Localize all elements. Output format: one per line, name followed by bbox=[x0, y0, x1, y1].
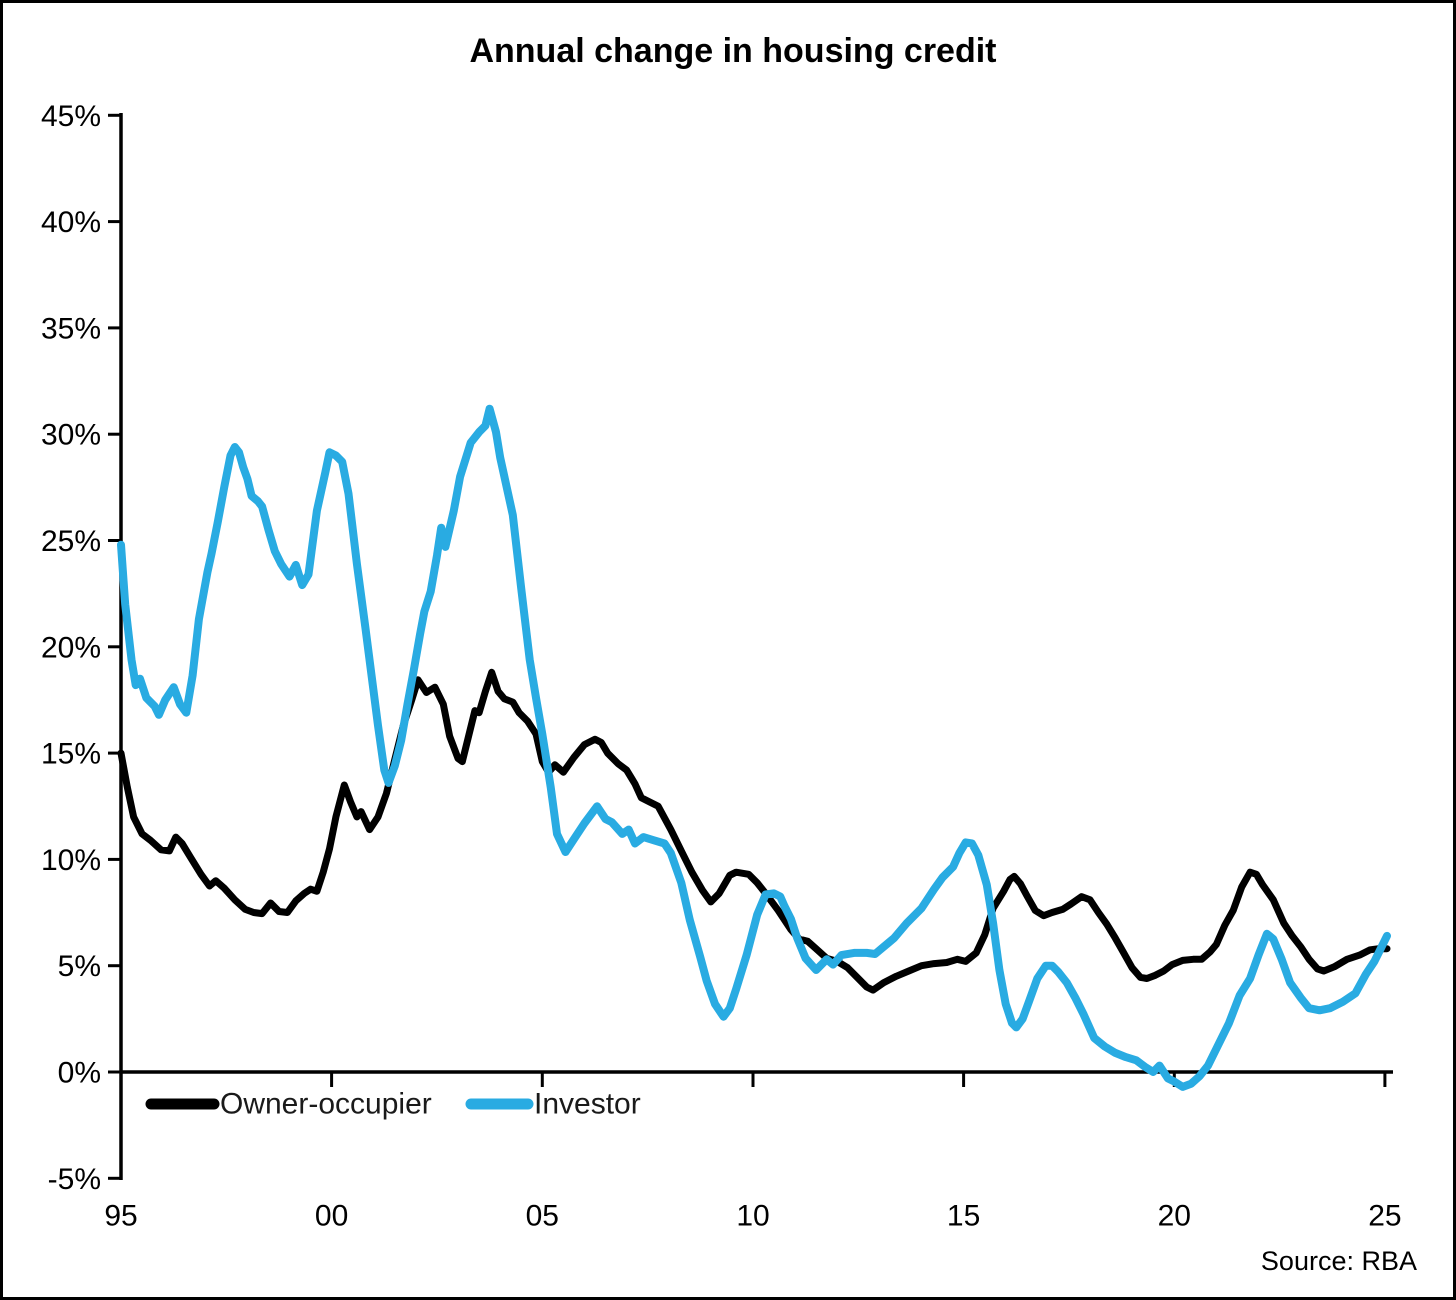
x-tick-label: 95 bbox=[104, 1200, 137, 1233]
y-tick-label: 45% bbox=[41, 100, 101, 133]
series-owner-occupier-line bbox=[117, 668, 1391, 994]
y-tick-label: 15% bbox=[41, 738, 101, 771]
series-lines bbox=[117, 404, 1391, 1091]
y-tick-label: 25% bbox=[41, 525, 101, 558]
y-tick-label: 35% bbox=[41, 312, 101, 345]
series-investor-line bbox=[117, 404, 1391, 1091]
y-axis-ticks: 45% 40% 35% 30% 25% 20% 15% 10% 5% 0% -5% bbox=[41, 100, 121, 1196]
legend-owner-occupier-label: Owner-occupier bbox=[220, 1088, 432, 1121]
legend-investor-label: Investor bbox=[534, 1088, 641, 1121]
y-tick-label: 10% bbox=[41, 844, 101, 877]
x-tick-label: 15 bbox=[947, 1200, 980, 1233]
source-note: Source: RBA bbox=[1261, 1246, 1417, 1276]
x-tick-label: 10 bbox=[736, 1200, 769, 1233]
y-axis: 45% 40% 35% 30% 25% 20% 15% 10% 5% 0% -5% bbox=[41, 100, 123, 1196]
x-axis: 95 00 05 10 15 20 25 bbox=[104, 1070, 1402, 1233]
y-tick-label: 20% bbox=[41, 631, 101, 664]
y-tick-label: 30% bbox=[41, 419, 101, 452]
x-tick-label: 05 bbox=[526, 1200, 559, 1233]
x-tick-label: 20 bbox=[1158, 1200, 1191, 1233]
x-tick-label: 25 bbox=[1368, 1200, 1401, 1233]
x-tick-label: 00 bbox=[315, 1200, 348, 1233]
x-axis-ticks: 95 00 05 10 15 20 25 bbox=[104, 1072, 1402, 1233]
y-tick-label: 40% bbox=[41, 206, 101, 239]
y-tick-label: -5% bbox=[48, 1163, 101, 1196]
legend: Owner-occupier Investor bbox=[145, 1088, 641, 1121]
y-tick-label: 0% bbox=[58, 1057, 101, 1090]
chart-title: Annual change in housing credit bbox=[469, 32, 996, 70]
y-tick-label: 5% bbox=[58, 950, 101, 983]
